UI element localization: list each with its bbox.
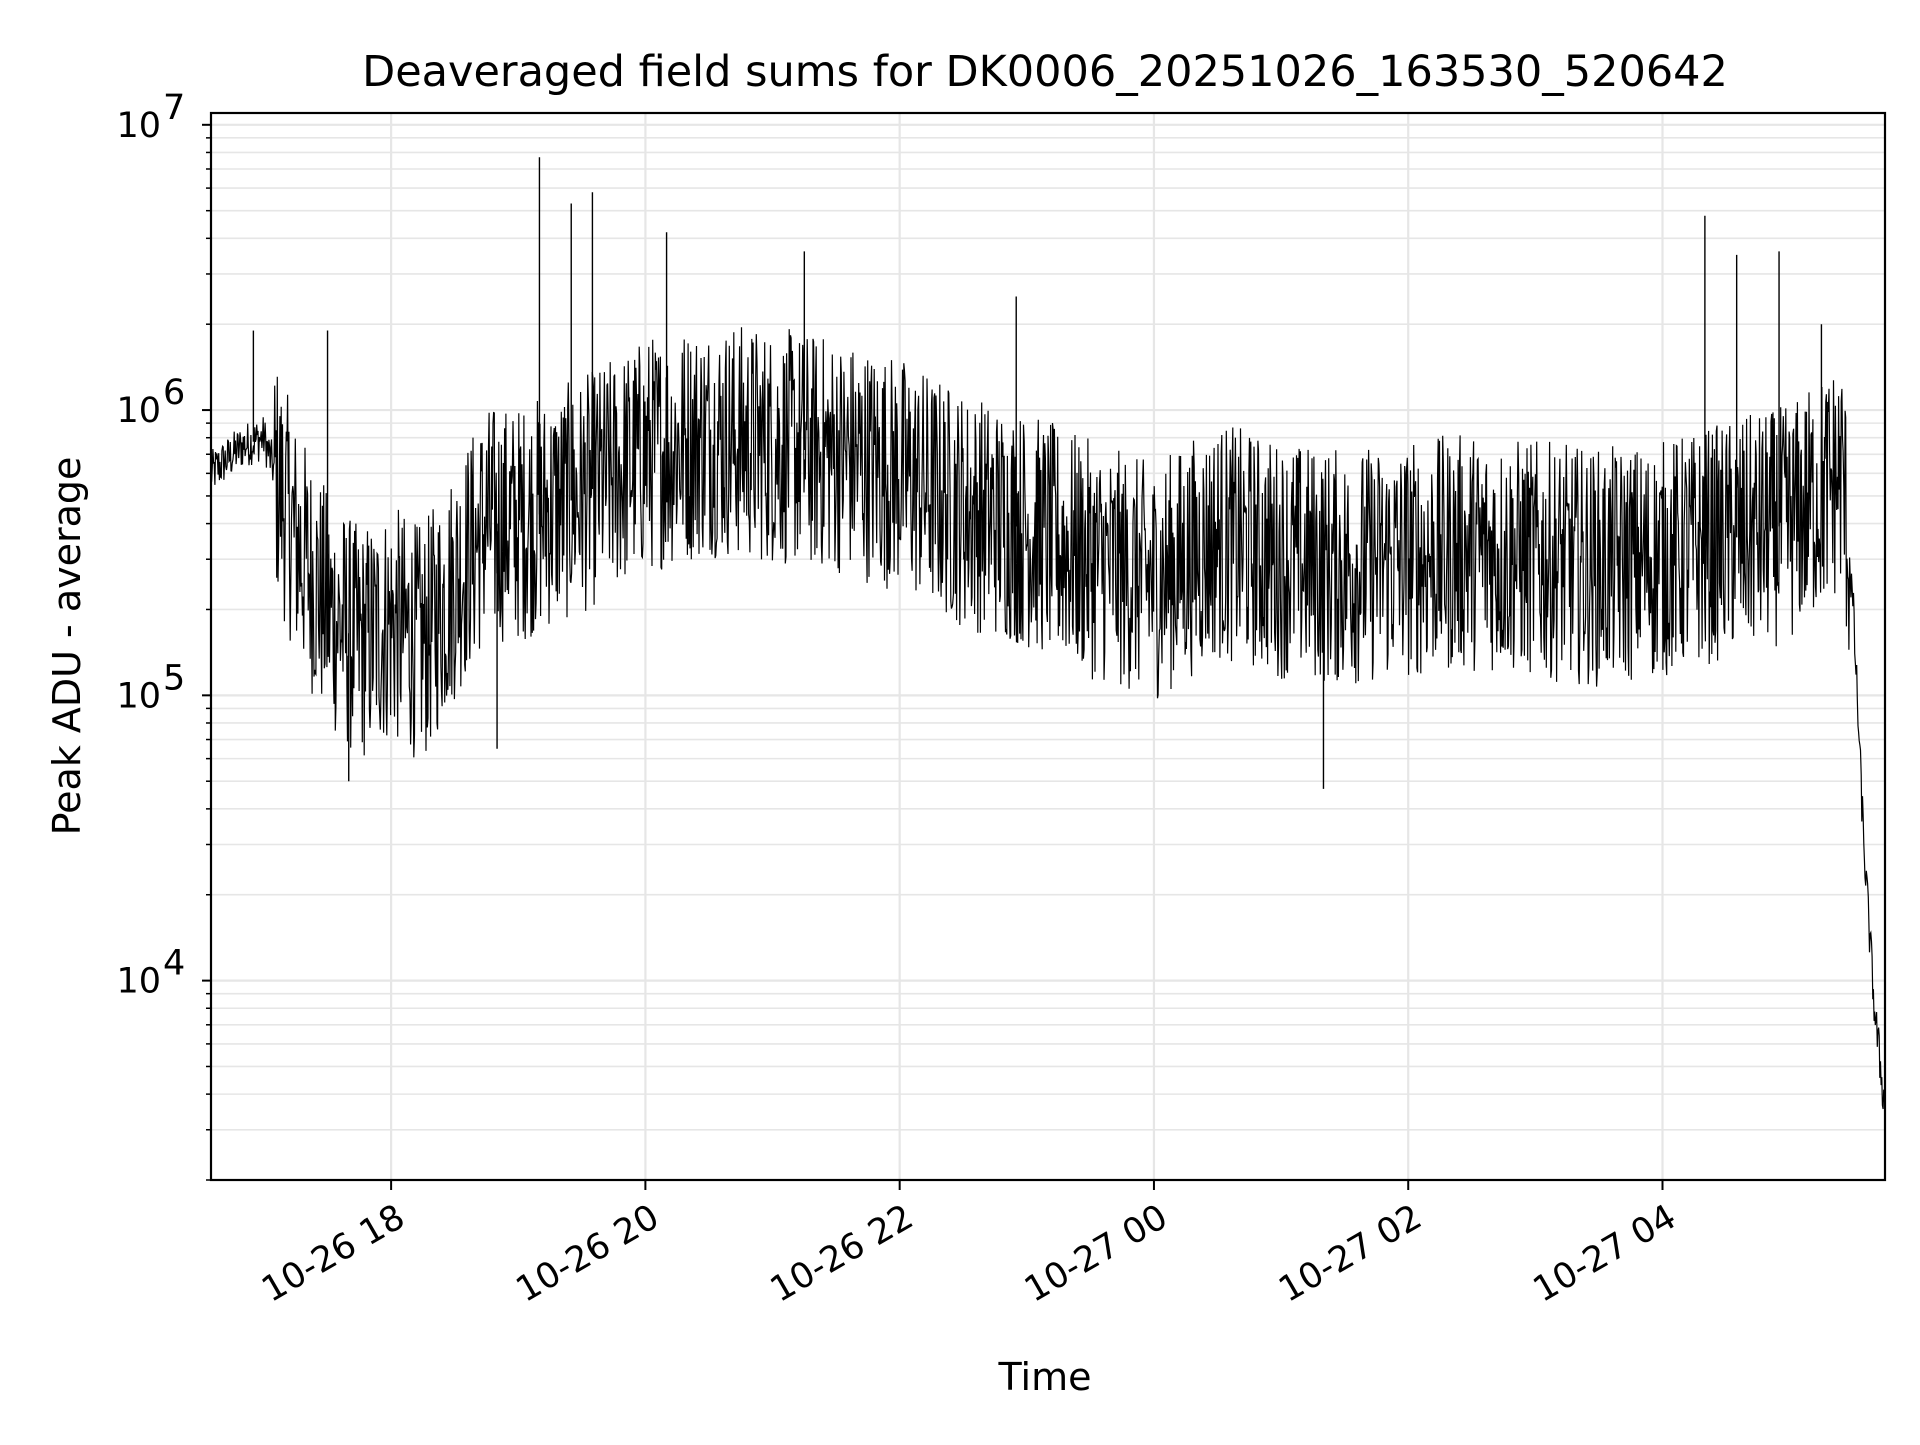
y-tick-label: 10 [116,391,161,431]
x-axis-label: Time [998,1355,1092,1399]
y-tick-exponent: 4 [163,944,185,984]
y-tick-exponent: 6 [163,373,185,413]
data-series-line [210,327,1886,1117]
y-tick-label: 10 [116,106,161,146]
y-tick-exponent: 5 [163,658,185,698]
y-tick-label: 10 [116,676,161,716]
y-axis-label: Peak ADU - average [45,457,89,836]
y-tick-label: 10 [116,962,161,1002]
data-layer [210,157,1886,1117]
plot-frame [209,111,1887,1182]
y-tick-exponent: 7 [163,88,185,128]
chart-title: Deaveraged field sums for DK0006_2025102… [362,47,1728,97]
